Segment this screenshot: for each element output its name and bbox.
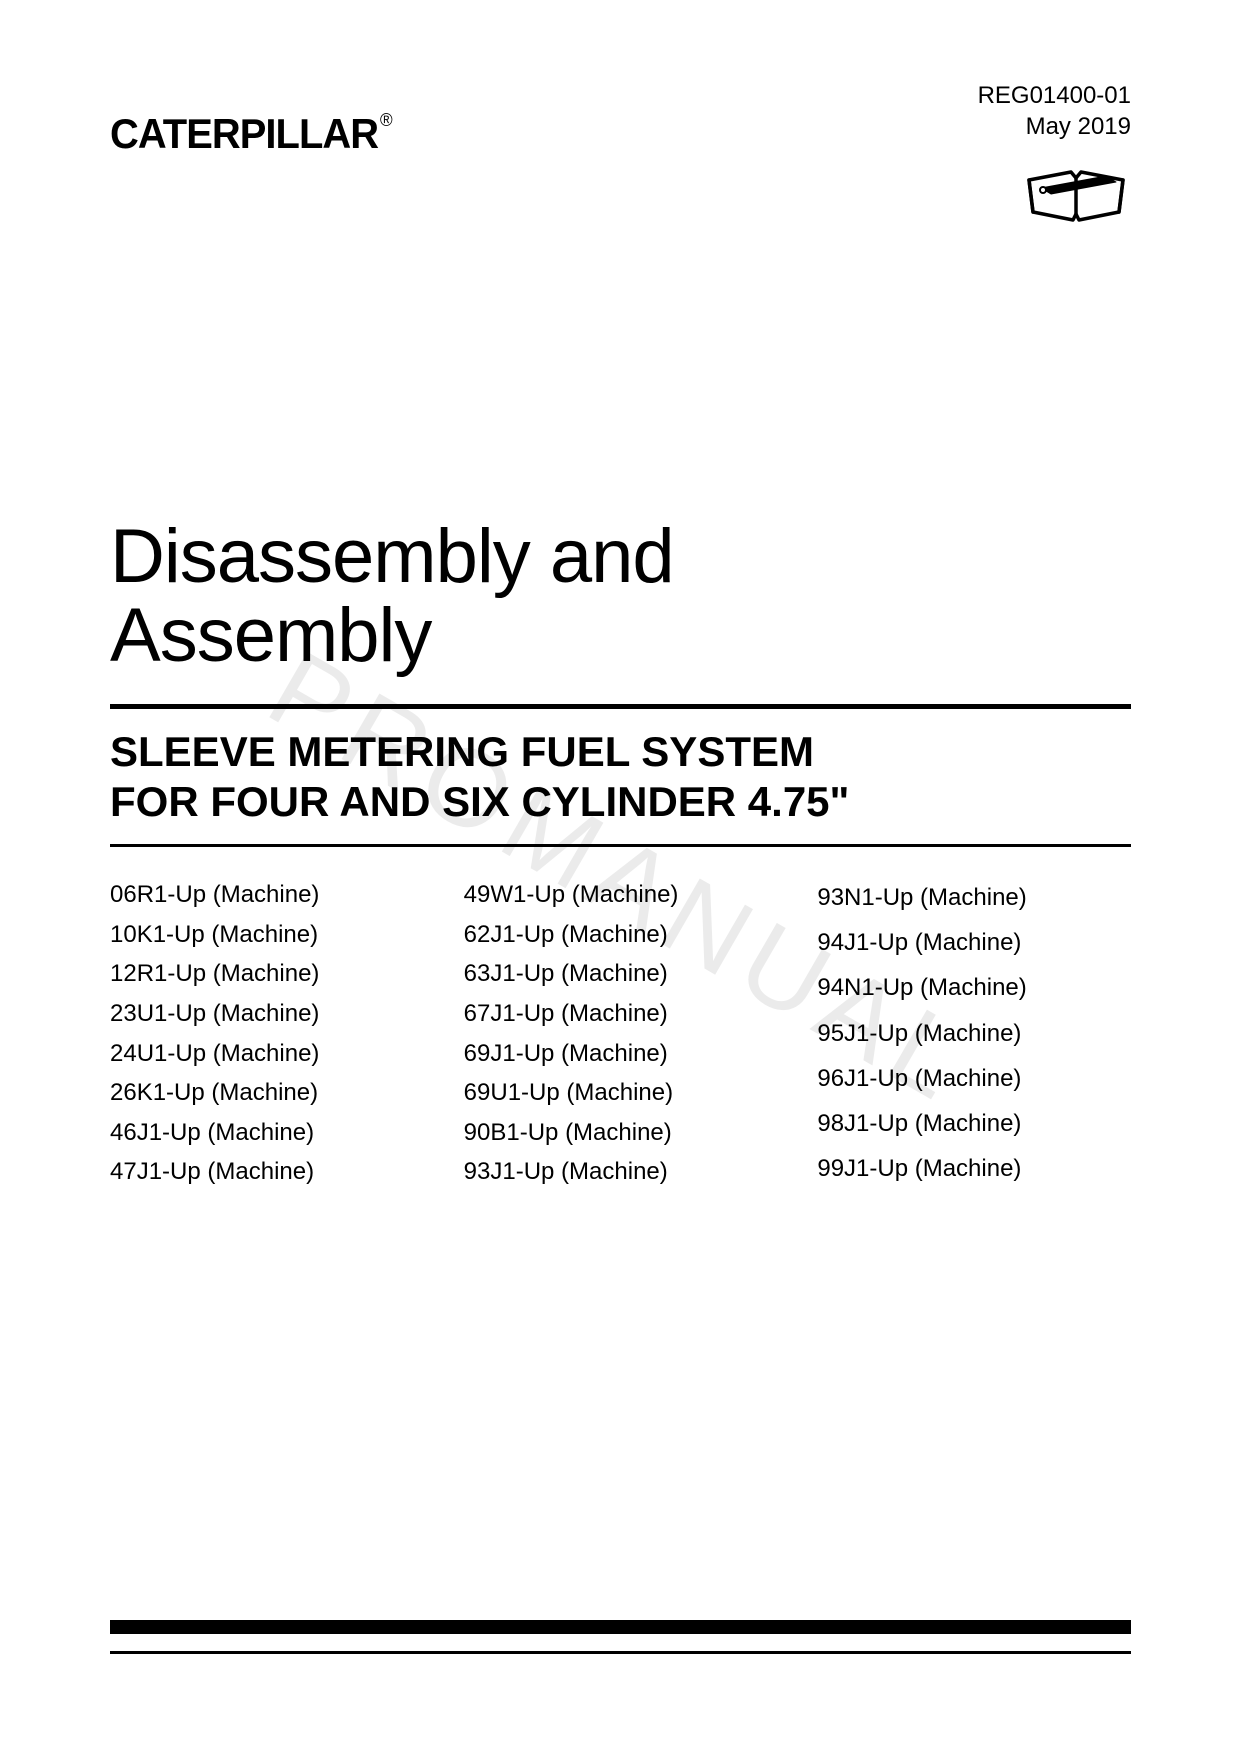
list-item: 67J1-Up (Machine): [464, 994, 778, 1034]
subtitle-line-1: SLEEVE METERING FUEL SYSTEM: [110, 728, 814, 775]
list-item: 95J1-Up (Machine): [817, 1011, 1131, 1056]
footer-divider-thin: [110, 1651, 1131, 1654]
divider-thick-1: [110, 704, 1131, 709]
serial-column-3: 93N1-Up (Machine) 94J1-Up (Machine) 94N1…: [817, 875, 1131, 1192]
serial-columns: 06R1-Up (Machine) 10K1-Up (Machine) 12R1…: [110, 875, 1131, 1192]
doc-meta: REG01400-01 May 2019: [978, 80, 1131, 237]
list-item: 93N1-Up (Machine): [817, 875, 1131, 920]
list-item: 98J1-Up (Machine): [817, 1101, 1131, 1146]
list-item: 69U1-Up (Machine): [464, 1073, 778, 1113]
page-title: Disassembly and Assembly: [110, 517, 1131, 677]
header: CATERPILLAR® REG01400-01 May 2019: [110, 80, 1131, 237]
doc-id: REG01400-01: [978, 80, 1131, 111]
list-item: 94N1-Up (Machine): [817, 965, 1131, 1010]
list-item: 93J1-Up (Machine): [464, 1152, 778, 1192]
list-item: 49W1-Up (Machine): [464, 875, 778, 915]
footer-divider-thick: [110, 1620, 1131, 1634]
title-line-2: Assembly: [110, 593, 431, 678]
list-item: 63J1-Up (Machine): [464, 954, 778, 994]
list-item: 69J1-Up (Machine): [464, 1034, 778, 1074]
list-item: 47J1-Up (Machine): [110, 1152, 424, 1192]
manual-book-icon: [1021, 160, 1131, 236]
brand-logo: CATERPILLAR®: [110, 110, 392, 158]
list-item: 90B1-Up (Machine): [464, 1113, 778, 1153]
brand-text: CATERPILLAR: [110, 110, 378, 157]
list-item: 06R1-Up (Machine): [110, 875, 424, 915]
list-item: 24U1-Up (Machine): [110, 1034, 424, 1074]
brand-registered: ®: [380, 110, 392, 130]
list-item: 96J1-Up (Machine): [817, 1056, 1131, 1101]
list-item: 62J1-Up (Machine): [464, 915, 778, 955]
list-item: 10K1-Up (Machine): [110, 915, 424, 955]
doc-date: May 2019: [978, 111, 1131, 142]
list-item: 23U1-Up (Machine): [110, 994, 424, 1034]
list-item: 12R1-Up (Machine): [110, 954, 424, 994]
divider-thin-1: [110, 844, 1131, 847]
list-item: 46J1-Up (Machine): [110, 1113, 424, 1153]
subtitle-line-2: FOR FOUR AND SIX CYLINDER 4.75": [110, 778, 849, 825]
serial-column-2: 49W1-Up (Machine) 62J1-Up (Machine) 63J1…: [464, 875, 778, 1192]
serial-column-1: 06R1-Up (Machine) 10K1-Up (Machine) 12R1…: [110, 875, 424, 1192]
list-item: 94J1-Up (Machine): [817, 920, 1131, 965]
title-line-1: Disassembly and: [110, 514, 674, 599]
page-subtitle: SLEEVE METERING FUEL SYSTEM FOR FOUR AND…: [110, 727, 1131, 826]
list-item: 99J1-Up (Machine): [817, 1146, 1131, 1191]
list-item: 26K1-Up (Machine): [110, 1073, 424, 1113]
